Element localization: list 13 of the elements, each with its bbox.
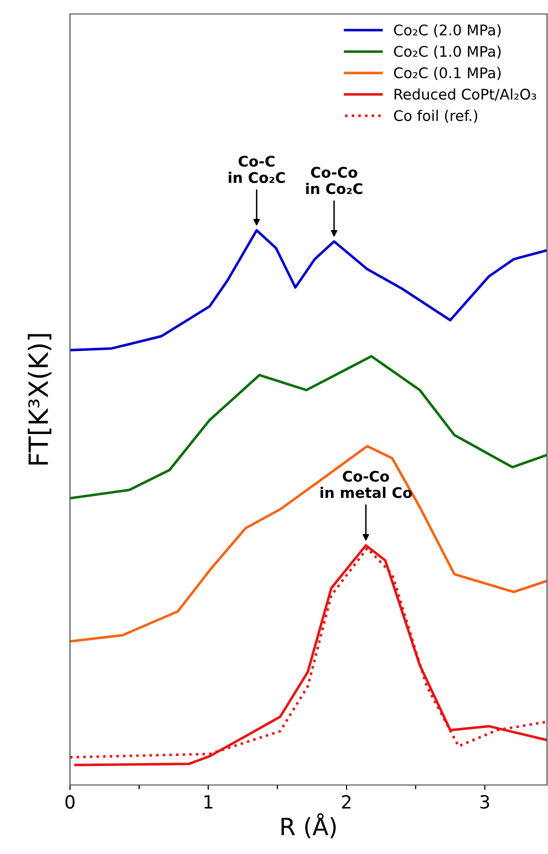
x-tick-label: 1	[204, 795, 212, 808]
legend-label: Reduced CoPt/Al₂O₃	[394, 88, 536, 101]
y-axis-title: FT[K³X(K)]	[28, 334, 52, 465]
x-axis-title: R (Å)	[282, 813, 336, 838]
legend-label: Co₂C (2.0 MPa)	[394, 24, 501, 38]
annotation: Co-Co in Co₂C	[306, 166, 362, 194]
annotation: Co-C in Co₂C	[228, 156, 285, 184]
x-tick-label: 0	[65, 795, 75, 809]
x-tick-label: 2	[342, 795, 350, 808]
legend-label: Co₂C (0.1 MPa)	[394, 67, 501, 80]
legend-label: Co₂C (1.0 MPa)	[394, 46, 501, 59]
x-tick-label: 3	[480, 795, 490, 809]
legend-label: Co foil (ref.)	[394, 110, 478, 123]
